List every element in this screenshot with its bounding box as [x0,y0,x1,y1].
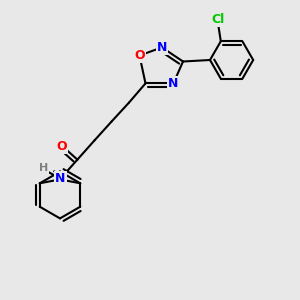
Text: N: N [157,41,167,54]
Text: O: O [57,140,68,152]
Text: Cl: Cl [211,13,224,26]
Text: N: N [168,77,178,90]
Text: O: O [134,49,145,62]
Text: H: H [39,163,49,173]
Text: N: N [55,172,66,185]
